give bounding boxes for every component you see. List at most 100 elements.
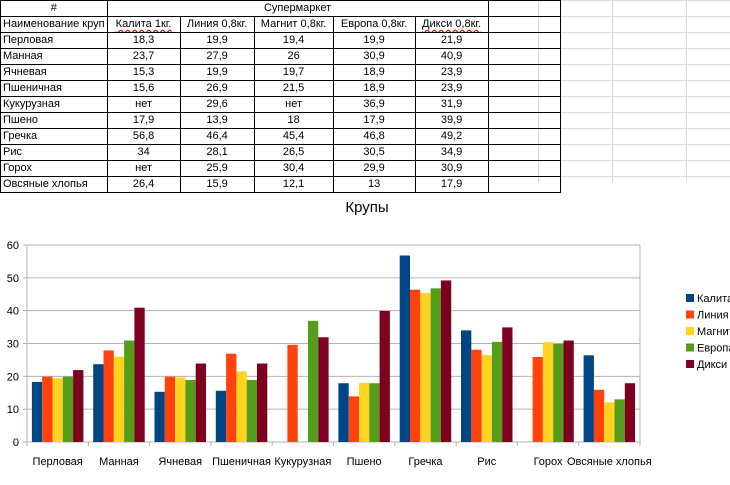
price-cell[interactable]: нет: [253, 96, 334, 113]
grain-name-cell[interactable]: Рис: [0, 144, 108, 161]
table-cell[interactable]: [487, 0, 561, 17]
price-cell[interactable]: 19,9: [179, 64, 255, 81]
price-cell[interactable]: 15,6: [106, 80, 181, 97]
price-cell[interactable]: 39,9: [414, 112, 489, 129]
price-cell[interactable]: 19,9: [332, 32, 416, 49]
hash-header[interactable]: #: [0, 0, 108, 17]
grain-name-cell[interactable]: Кукурузная: [0, 96, 108, 113]
price-cell[interactable]: 17,9: [332, 112, 416, 129]
price-cell[interactable]: 46,4: [179, 128, 255, 145]
price-cell[interactable]: 23,9: [414, 80, 489, 97]
table-body: Перловая 18,3 19,9 19,4 19,9 21,9 Манная 23,7 27…: [0, 32, 561, 193]
table-cell[interactable]: [487, 64, 561, 81]
price-cell[interactable]: 30,5: [332, 144, 416, 161]
price-cell[interactable]: 18: [253, 112, 334, 129]
table-cell[interactable]: [487, 48, 561, 65]
grain-name-cell[interactable]: Горох: [0, 160, 108, 177]
chart-legend: Калита Линия Магнит Европа Дикси: [686, 293, 730, 371]
price-cell[interactable]: 36,9: [332, 96, 416, 113]
price-cell[interactable]: 25,9: [179, 160, 255, 177]
shop-header[interactable]: Линия 0,8кг.: [179, 16, 255, 33]
bar: [369, 383, 380, 442]
chart-title: Крупы: [345, 199, 388, 216]
price-cell[interactable]: 31,9: [414, 96, 489, 113]
bar: [185, 379, 196, 442]
table-cell[interactable]: [487, 80, 561, 97]
price-cell[interactable]: 28,1: [179, 144, 255, 161]
price-cell[interactable]: 29,9: [332, 160, 416, 177]
price-cell[interactable]: 17,9: [414, 176, 489, 193]
table-cell[interactable]: [487, 112, 561, 129]
price-cell[interactable]: 13: [332, 176, 416, 193]
grain-name-cell[interactable]: Овсяные хлопья: [0, 176, 108, 193]
shop-header[interactable]: Дикси 0,8кг.: [414, 16, 489, 33]
grain-name-cell[interactable]: Ячневая: [0, 64, 108, 81]
bar: [604, 402, 615, 442]
price-cell[interactable]: 21,5: [253, 80, 334, 97]
grain-name-cell[interactable]: Пшеничная: [0, 80, 108, 97]
bar: [287, 344, 298, 442]
price-cell[interactable]: 26,9: [179, 80, 255, 97]
price-cell[interactable]: 18,3: [106, 32, 181, 49]
price-cell[interactable]: 29,6: [179, 96, 255, 113]
bar: [491, 341, 503, 442]
shop-header[interactable]: Европа 0,8кг.: [332, 16, 416, 33]
price-cell[interactable]: 30,9: [414, 160, 489, 177]
legend-swatch: [686, 360, 694, 368]
price-cell[interactable]: 19,4: [253, 32, 334, 49]
table-cell[interactable]: [487, 176, 561, 193]
shop-header[interactable]: Калита 1кг.: [106, 16, 181, 33]
bar: [532, 356, 543, 442]
grain-name-cell[interactable]: Манная: [0, 48, 108, 65]
name-header[interactable]: Наименование круп: [0, 16, 108, 33]
price-cell[interactable]: 34: [106, 144, 181, 161]
table-cell[interactable]: [487, 32, 561, 49]
price-cell[interactable]: 26: [253, 48, 334, 65]
bar: [154, 391, 165, 442]
table-cell[interactable]: [487, 160, 561, 177]
bar: [563, 340, 574, 442]
legend-label: Дикси: [697, 359, 727, 371]
price-cell[interactable]: 30,4: [253, 160, 334, 177]
table-cell[interactable]: [487, 96, 561, 113]
price-cell[interactable]: 56,8: [106, 128, 181, 145]
bar: [103, 350, 114, 442]
price-cell[interactable]: 15,3: [106, 64, 181, 81]
grid-line: [686, 0, 687, 182]
price-cell[interactable]: 12,1: [253, 176, 334, 193]
price-cell[interactable]: 17,9: [106, 112, 181, 129]
price-cell[interactable]: 40,9: [414, 48, 489, 65]
price-cell[interactable]: 30,9: [332, 48, 416, 65]
price-cell[interactable]: 21,9: [414, 32, 489, 49]
shop-header[interactable]: Магнит 0,8кг.: [253, 16, 334, 33]
price-cell[interactable]: 45,4: [253, 128, 334, 145]
grain-name-cell[interactable]: Перловая: [0, 32, 108, 49]
price-cell[interactable]: 19,9: [179, 32, 255, 49]
price-cell[interactable]: нет: [106, 160, 181, 177]
price-cell[interactable]: 49,2: [414, 128, 489, 145]
table-cell[interactable]: [487, 128, 561, 145]
price-cell[interactable]: 18,9: [332, 80, 416, 97]
price-cell[interactable]: 18,9: [332, 64, 416, 81]
price-cell[interactable]: 34,9: [414, 144, 489, 161]
bar: [226, 353, 237, 442]
bar: [542, 342, 554, 442]
table-cell[interactable]: [487, 144, 561, 161]
price-cell[interactable]: 13,9: [179, 112, 255, 129]
price-cell[interactable]: нет: [106, 96, 181, 113]
bar-chart: Крупы 0 10 20 30 40 50 60 Перловая Манная Ячнева…: [7, 199, 730, 468]
price-cell[interactable]: 46,8: [332, 128, 416, 145]
supermarket-header[interactable]: Супермаркет: [106, 0, 489, 17]
grain-name-cell[interactable]: Гречка: [0, 128, 108, 145]
price-cell[interactable]: 23,9: [414, 64, 489, 81]
price-cell[interactable]: 27,9: [179, 48, 255, 65]
bar: [31, 381, 43, 442]
price-cell[interactable]: 26,4: [106, 176, 181, 193]
grain-name-cell[interactable]: Пшено: [0, 112, 108, 129]
price-cell[interactable]: 15,9: [179, 176, 255, 193]
price-cell[interactable]: 19,7: [253, 64, 334, 81]
price-cell[interactable]: 26,5: [253, 144, 334, 161]
price-cell[interactable]: 23,7: [106, 48, 181, 65]
table-cell[interactable]: [487, 16, 561, 33]
bar: [553, 343, 564, 442]
